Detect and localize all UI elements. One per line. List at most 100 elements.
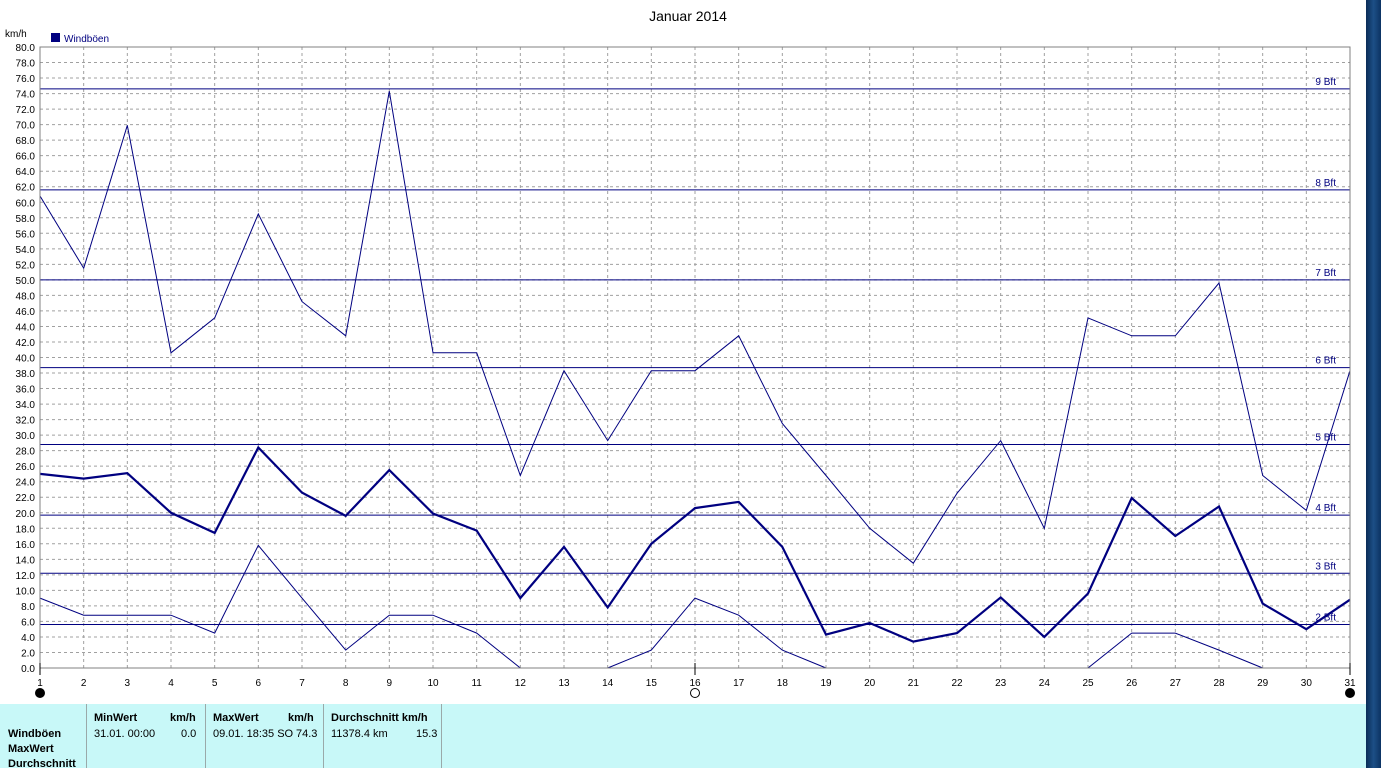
y-tick-label: 52.0: [16, 260, 36, 271]
x-tick-label: 9: [387, 678, 393, 689]
x-tick-label: 16: [689, 678, 701, 689]
avg-distance: 11378.4 km: [331, 728, 388, 740]
x-tick-label: 2: [81, 678, 87, 689]
min-value: 0.0: [181, 728, 197, 740]
divider: [205, 704, 206, 768]
y-tick-label: 12.0: [16, 571, 36, 582]
x-tick-label: 11: [471, 678, 482, 689]
max-header: MaxWert: [213, 712, 259, 724]
y-tick-label: 28.0: [16, 447, 36, 458]
x-tick-label: 14: [602, 678, 614, 689]
x-ticks: 1 2 3 4 5 6 7 8 9 10 11 12 13 14 15 16 17 18 19 20 21 22 23 24 2…: [37, 678, 1356, 689]
x-tick-label: 15: [646, 678, 658, 689]
y-tick-label: 32.0: [16, 416, 36, 427]
min-header: MinWert: [94, 712, 138, 724]
divider: [323, 704, 324, 768]
min-unit: km/h: [170, 712, 196, 724]
x-tick-label: 12: [515, 678, 527, 689]
stats-row-label: Windböen: [8, 728, 62, 740]
y-tick-label: 64.0: [16, 167, 36, 178]
y-tick-label: 22.0: [16, 493, 36, 504]
chart: Januar 2014 km/h Windböen 2 Bft 3 Bft 4 Bf…: [5, 8, 1356, 698]
y-tick-label: 60.0: [16, 198, 36, 209]
stats-panel: Windböen MaxWert Durchschnitt MinWert km…: [0, 704, 1366, 770]
y-tick-label: 0.0: [21, 664, 35, 675]
x-tick-label: 8: [343, 678, 349, 689]
divider: [441, 704, 442, 768]
x-tick-label: 23: [995, 678, 1007, 689]
y-tick-label: 20.0: [16, 509, 36, 520]
stats-row-label: MaxWert: [8, 743, 54, 755]
y-tick-label: 80.0: [16, 43, 36, 54]
x-tick-label: 20: [864, 678, 876, 689]
y-axis-unit: km/h: [5, 29, 27, 40]
x-tick-label: 27: [1170, 678, 1182, 689]
x-tick-label: 4: [168, 678, 174, 689]
x-tick-label: 31: [1344, 678, 1356, 689]
y-tick-label: 48.0: [16, 291, 36, 302]
x-tick-label: 30: [1301, 678, 1313, 689]
y-tick-label: 34.0: [16, 400, 36, 411]
y-tick-label: 58.0: [16, 214, 36, 225]
beaufort-label: 3 Bft: [1315, 561, 1336, 572]
y-tick-label: 24.0: [16, 478, 36, 489]
x-tick-label: 10: [427, 678, 439, 689]
x-tick-label: 13: [558, 678, 570, 689]
y-tick-label: 38.0: [16, 369, 36, 380]
x-tick-label: 7: [299, 678, 305, 689]
legend-label: Windböen: [64, 34, 109, 45]
y-tick-label: 40.0: [16, 354, 36, 365]
moon-phases: [35, 663, 1355, 698]
y-tick-label: 46.0: [16, 307, 36, 318]
x-tick-label: 5: [212, 678, 218, 689]
y-ticks: 0.0 2.0 4.0 6.0 8.0 10.0 12.0 14.0 16.0 18.0 20.0 2…: [16, 43, 36, 675]
x-tick-label: 22: [951, 678, 963, 689]
y-tick-label: 76.0: [16, 74, 36, 85]
series-line-max: [39, 91, 1351, 564]
x-tick-label: 29: [1257, 678, 1269, 689]
x-tick-label: 25: [1082, 678, 1094, 689]
y-tick-label: 44.0: [16, 322, 36, 333]
series-line-min: [1087, 632, 1263, 669]
y-tick-label: 56.0: [16, 229, 36, 240]
window-edge: [1366, 0, 1381, 768]
beaufort-label: 2 Bft: [1315, 613, 1336, 624]
x-tick-label: 19: [820, 678, 832, 689]
legend-swatch: [51, 33, 60, 42]
avg-value: 15.3: [416, 728, 438, 740]
y-tick-label: 42.0: [16, 338, 36, 349]
y-tick-label: 78.0: [16, 59, 36, 70]
y-tick-label: 30.0: [16, 431, 36, 442]
series-line-avg: [39, 445, 1351, 643]
beaufort-lines: 2 Bft 3 Bft 4 Bft 5 Bft 6 Bft 7 Bft 8 Bft 9 Bft: [40, 77, 1350, 626]
x-tick-label: 21: [908, 678, 920, 689]
y-tick-label: 70.0: [16, 121, 36, 132]
min-date: 31.01. 00:00: [94, 728, 156, 740]
beaufort-label: 5 Bft: [1315, 432, 1336, 443]
y-tick-label: 6.0: [21, 617, 35, 628]
chart-title: Januar 2014: [649, 8, 727, 24]
full-moon-icon: [690, 688, 700, 698]
y-tick-label: 16.0: [16, 540, 36, 551]
y-tick-label: 18.0: [16, 524, 36, 535]
x-tick-label: 6: [256, 678, 262, 689]
new-moon-icon: [1345, 688, 1355, 698]
y-tick-label: 26.0: [16, 462, 36, 473]
stats-row-label: Durchschnitt: [8, 758, 76, 770]
max-value: 74.3: [296, 728, 318, 740]
y-tick-label: 14.0: [16, 555, 36, 566]
series-line-min: [607, 597, 827, 669]
avg-header: Durchschnitt km/h: [331, 712, 428, 724]
beaufort-label: 9 Bft: [1315, 77, 1336, 88]
y-tick-label: 2.0: [21, 648, 35, 659]
x-tick-label: 26: [1126, 678, 1138, 689]
x-tick-label: 1: [37, 678, 43, 689]
max-date: 09.01. 18:35 SO: [213, 728, 294, 740]
max-unit: km/h: [288, 712, 314, 724]
beaufort-label: 8 Bft: [1315, 178, 1336, 189]
series-lines: [39, 91, 1351, 669]
y-tick-label: 62.0: [16, 183, 36, 194]
beaufort-label: 7 Bft: [1315, 268, 1336, 279]
x-tick-label: 17: [733, 678, 745, 689]
beaufort-label: 4 Bft: [1315, 503, 1336, 514]
